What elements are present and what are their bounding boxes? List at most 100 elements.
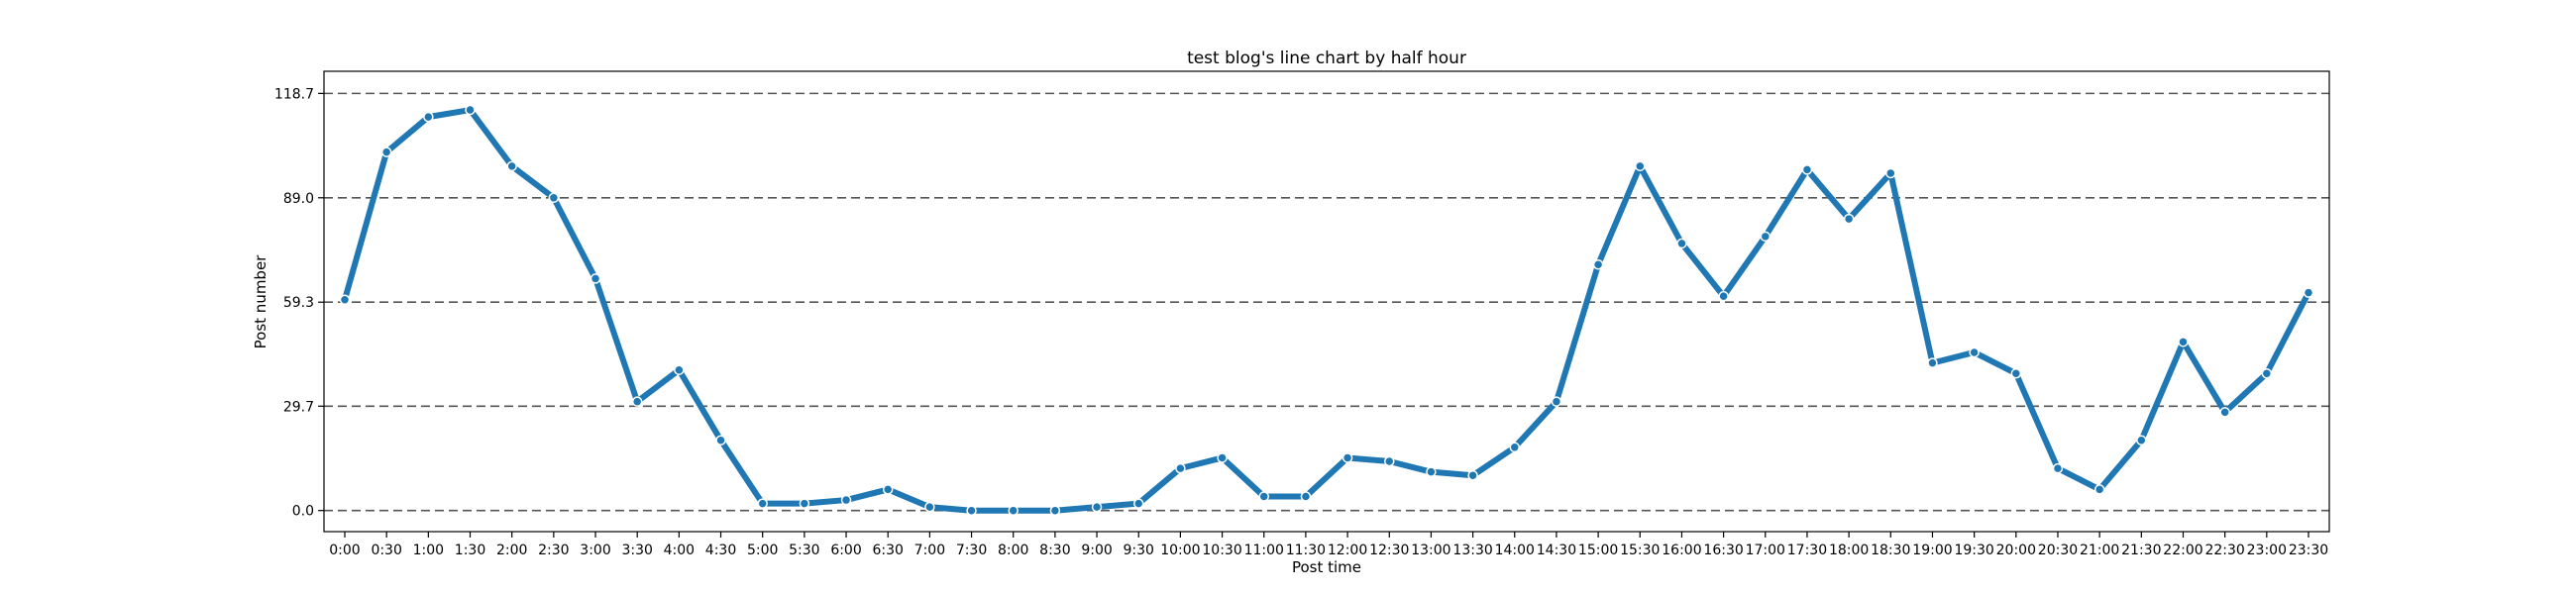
- data-point: [1258, 491, 1269, 502]
- x-tick-label: 15:00: [1578, 543, 1618, 558]
- x-tick-label: 4:30: [705, 543, 736, 558]
- data-point: [1384, 455, 1395, 467]
- x-tick-label: 21:00: [2080, 543, 2119, 558]
- data-point: [1551, 396, 1562, 407]
- data-point: [1008, 505, 1019, 516]
- data-point: [339, 294, 351, 305]
- x-tick-label: 20:30: [2038, 543, 2078, 558]
- data-point: [757, 498, 768, 509]
- data-point: [715, 435, 726, 446]
- y-tick-label: 59.3: [283, 295, 314, 311]
- x-tick-label: 7:00: [914, 543, 945, 558]
- data-point: [924, 501, 935, 513]
- data-point: [799, 498, 810, 509]
- x-tick-label: 23:00: [2247, 543, 2287, 558]
- x-tick-label: 8:00: [998, 543, 1028, 558]
- x-tick-label: 19:00: [1912, 543, 1952, 558]
- data-point: [465, 104, 476, 116]
- y-tick-label: 89.0: [283, 191, 314, 207]
- data-point: [674, 364, 685, 375]
- x-tick-label: 11:00: [1244, 543, 1284, 558]
- data-point: [2303, 287, 2314, 298]
- x-tick-label: 19:30: [1954, 543, 1993, 558]
- plot-frame: [323, 70, 2330, 533]
- data-point: [380, 147, 392, 157]
- data-point: [2136, 435, 2147, 446]
- data-point: [548, 192, 560, 204]
- x-tick-label: 22:30: [2204, 543, 2244, 558]
- data-point: [1300, 491, 1312, 502]
- data-point: [1509, 442, 1521, 453]
- data-point: [2093, 484, 2105, 495]
- grid-lines: [324, 92, 2329, 512]
- data-point: [2052, 462, 2064, 474]
- data-point: [2010, 368, 2022, 379]
- x-tick-label: 12:00: [1328, 543, 1367, 558]
- data-point: [1091, 501, 1103, 513]
- x-tick-label: 7:30: [956, 543, 987, 558]
- data-point: [1049, 505, 1061, 516]
- x-tick-label: 22:00: [2163, 543, 2202, 558]
- data-point: [506, 160, 517, 172]
- x-tick-label: 13:00: [1411, 543, 1450, 558]
- x-tick-label: 17:30: [1787, 543, 1827, 558]
- data-point: [1760, 231, 1771, 243]
- x-tick-label: 14:00: [1495, 543, 1535, 558]
- x-tick-label: 18:00: [1829, 543, 1869, 558]
- x-tick-label: 23:30: [2289, 543, 2328, 558]
- x-tick-label: 21:30: [2121, 543, 2161, 558]
- x-tick-label: 9:00: [1081, 543, 1112, 558]
- x-axis-label: Post time: [1292, 558, 1361, 576]
- x-tick-label: 4:00: [664, 543, 695, 558]
- data-point: [590, 273, 601, 284]
- data-point: [1175, 462, 1186, 474]
- x-tick-label: 13:30: [1452, 543, 1492, 558]
- data-point: [1426, 466, 1437, 477]
- x-tick-label: 12:30: [1369, 543, 1409, 558]
- x-tick-label: 5:00: [747, 543, 778, 558]
- data-point: [1635, 160, 1646, 172]
- x-tick-label: 0:00: [329, 543, 360, 558]
- x-tick-label: 1:30: [455, 543, 485, 558]
- data-point: [1927, 357, 1938, 368]
- x-tick-label: 10:30: [1202, 543, 1241, 558]
- x-tick-label: 6:30: [872, 543, 903, 558]
- data-point: [2261, 368, 2273, 379]
- data-point: [423, 111, 434, 123]
- y-axis-ticks: 0.0 29.7 59.3 89.0 118.7: [274, 86, 324, 520]
- data-point: [1132, 498, 1144, 509]
- data-point: [1969, 346, 1980, 358]
- x-tick-label: 10:00: [1160, 543, 1200, 558]
- data-point: [1217, 452, 1228, 463]
- x-tick-label: 18:30: [1871, 543, 1910, 558]
- data-point: [2219, 407, 2230, 418]
- x-tick-label: 17:00: [1746, 543, 1785, 558]
- x-tick-label: 6:00: [830, 543, 861, 558]
- series-layer: [339, 104, 2314, 516]
- data-point: [966, 505, 977, 516]
- data-point: [1467, 469, 1478, 481]
- series-line: [342, 107, 2311, 514]
- x-tick-label: 2:00: [496, 543, 527, 558]
- x-tick-label: 3:00: [580, 543, 610, 558]
- data-point: [631, 396, 643, 407]
- data-point: [1676, 238, 1687, 249]
- y-tick-label: 0.0: [292, 504, 314, 520]
- data-point: [1885, 167, 1896, 179]
- x-tick-label: 5:30: [789, 543, 819, 558]
- x-tick-label: 15:30: [1620, 543, 1660, 558]
- x-tick-label: 0:30: [371, 543, 401, 558]
- data-point: [1801, 164, 1813, 175]
- data-point: [1342, 452, 1353, 463]
- y-tick-label: 118.7: [274, 86, 314, 102]
- y-tick-label: 29.7: [283, 399, 314, 415]
- x-tick-label: 14:30: [1537, 543, 1576, 558]
- data-point: [882, 484, 894, 495]
- x-tick-label: 16:00: [1662, 543, 1701, 558]
- data-point: [2178, 337, 2189, 347]
- chart-title: test blog's line chart by half hour: [1187, 49, 1466, 68]
- data-point: [840, 494, 852, 506]
- x-axis-ticks: 0:00 0:30 1:00 1:30 2:00 2:30 3:00 3:30 4:00 4:30…: [329, 532, 2328, 558]
